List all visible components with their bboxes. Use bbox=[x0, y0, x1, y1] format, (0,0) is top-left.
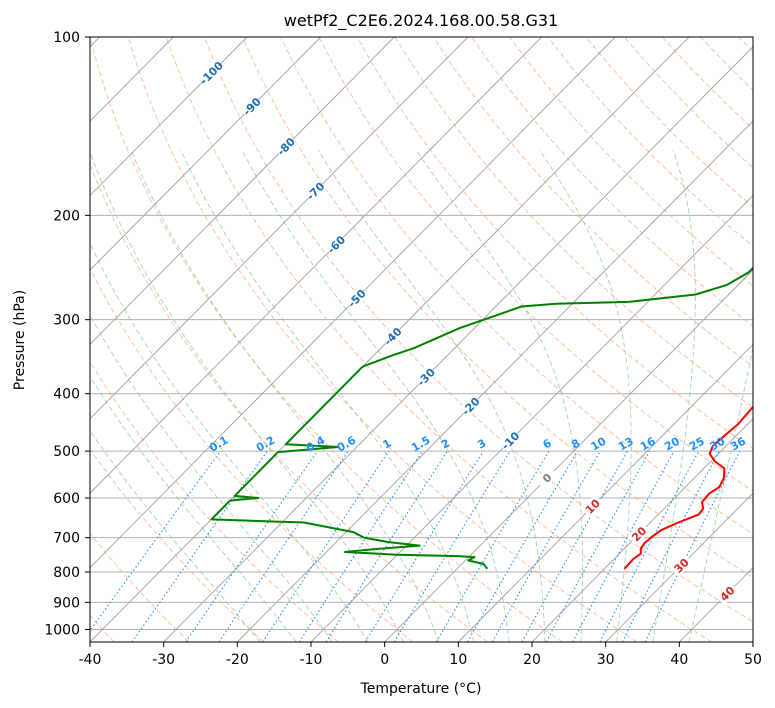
y-tick-label: 800 bbox=[53, 565, 80, 581]
isotherm-line bbox=[752, 641, 753, 642]
moist-adiabat-line bbox=[90, 429, 261, 642]
mixing-ratio-line bbox=[298, 450, 423, 642]
moist-adiabat-line bbox=[317, 149, 546, 642]
isotherm-label-bg bbox=[535, 465, 559, 490]
moist-adiabat-line bbox=[90, 314, 333, 642]
x-tick-label: -10 bbox=[300, 652, 323, 668]
isotherm-line bbox=[90, 37, 395, 345]
x-tick-label: -30 bbox=[152, 652, 175, 668]
isotherm-label-bg bbox=[458, 394, 483, 418]
x-axis-label: Temperature (°C) bbox=[360, 681, 482, 697]
y-tick-label: 100 bbox=[53, 30, 80, 46]
moist-adiabat-line bbox=[90, 375, 297, 642]
moist-adiabat-line bbox=[90, 150, 404, 642]
plot-frame bbox=[89, 36, 754, 643]
isotherm-label-bg bbox=[715, 581, 739, 605]
x-tick-label: 50 bbox=[744, 652, 762, 668]
isotherm-line bbox=[605, 492, 753, 642]
dry-adiabat-line bbox=[90, 532, 190, 642]
moist-adiabat-line bbox=[688, 344, 753, 642]
isotherm-line bbox=[90, 37, 469, 420]
isotherm-label-bg bbox=[626, 521, 651, 546]
dry-adiabat-line bbox=[356, 37, 753, 450]
dry-adiabat-line bbox=[90, 267, 414, 642]
mixing-ratio-line bbox=[325, 450, 448, 642]
moist-adiabat-line bbox=[130, 149, 439, 642]
mixing-ratio-line bbox=[364, 450, 484, 642]
dry-adiabat-line bbox=[433, 37, 753, 368]
y-tick-label: 200 bbox=[53, 208, 80, 224]
y-tick-label: 1000 bbox=[44, 622, 80, 638]
isotherm-line bbox=[531, 418, 753, 642]
y-tick-label: 500 bbox=[53, 444, 80, 460]
x-tick-label: 0 bbox=[380, 652, 389, 668]
mixing-ratio-line bbox=[90, 450, 221, 632]
mixing-ratio-line bbox=[545, 450, 651, 642]
y-axis-label: Pressure (hPa) bbox=[12, 290, 28, 390]
y-tick-label: 700 bbox=[53, 531, 80, 547]
x-tick-label: -20 bbox=[226, 652, 249, 668]
y-tick-label: 900 bbox=[53, 595, 80, 611]
dry-adiabat-line bbox=[90, 163, 488, 642]
mixing-ratio-lines bbox=[90, 450, 741, 642]
moist-adiabat-line bbox=[180, 149, 475, 642]
isotherm-label-bg bbox=[273, 134, 298, 158]
isotherm-label-bg bbox=[199, 60, 223, 85]
mixing-ratio-line bbox=[393, 450, 511, 642]
dewpoint-series-line bbox=[210, 266, 753, 570]
x-tick-label: 10 bbox=[449, 652, 467, 668]
isotherm-line bbox=[237, 120, 753, 642]
dry-adiabat-line bbox=[318, 37, 753, 492]
isotherm-label-bg bbox=[303, 179, 327, 203]
x-tick-label: 30 bbox=[597, 652, 615, 668]
x-tick-label: 20 bbox=[523, 652, 541, 668]
x-tick-label: 40 bbox=[670, 652, 688, 668]
mixing-ratio-line bbox=[262, 450, 390, 642]
moist-adiabat-line bbox=[539, 149, 632, 642]
mixing-ratio-line bbox=[491, 450, 601, 642]
isotherm-line bbox=[90, 37, 248, 197]
mixing-ratio-line bbox=[572, 450, 675, 642]
isotherm-line bbox=[163, 46, 753, 642]
isotherm-label-bg bbox=[413, 365, 438, 389]
isotherm-label-bg bbox=[498, 428, 522, 452]
x-axis-ticks: -40 -30 -20 -10 0 10 20 30 40 50 bbox=[79, 642, 762, 668]
y-tick-label: 300 bbox=[53, 313, 80, 329]
dry-adiabat-line bbox=[90, 448, 264, 642]
dry-adiabat-line bbox=[203, 37, 753, 623]
isotherm-line bbox=[90, 37, 616, 569]
chart-title: wetPf2_C2E6.2024.168.00.58.G31 bbox=[284, 11, 558, 31]
y-tick-label: 400 bbox=[53, 387, 80, 403]
isotherm-label-bg bbox=[669, 553, 693, 577]
mixing-ratio-line bbox=[218, 450, 349, 642]
dry-adiabat-line bbox=[471, 37, 753, 327]
isotherm-label-bg bbox=[344, 286, 369, 310]
x-tick-label: -40 bbox=[79, 652, 102, 668]
isotherm-label-bg bbox=[380, 324, 404, 348]
moist-adiabat-line bbox=[90, 242, 369, 642]
profile-series bbox=[210, 266, 753, 570]
isotherm-line bbox=[90, 37, 542, 494]
moist-adiabat-line bbox=[652, 149, 696, 642]
temperature-series-line bbox=[623, 405, 753, 570]
y-axis-ticks: 100 200 300 400 500 600 700 800 900 1000 bbox=[44, 30, 90, 638]
mixing-ratio-line bbox=[644, 450, 741, 642]
mixing-ratio-line bbox=[521, 450, 629, 642]
moist-adiabat-line bbox=[241, 149, 510, 642]
isotherm-line bbox=[458, 343, 753, 642]
isotherm-line bbox=[90, 37, 321, 271]
isotherm-lines bbox=[90, 37, 753, 642]
mixing-ratio-line bbox=[621, 450, 720, 642]
plot-background bbox=[90, 37, 753, 642]
mixing-ratio-line bbox=[185, 450, 318, 642]
dry-adiabat-line bbox=[165, 37, 712, 642]
isotherm-label-bg bbox=[239, 94, 264, 118]
dry-adiabat-line bbox=[127, 37, 638, 642]
isotherm-label-bg bbox=[580, 494, 604, 518]
isotherm-line bbox=[310, 194, 753, 642]
isotherm-line bbox=[384, 269, 753, 642]
isotherm-label-bg bbox=[324, 232, 348, 256]
y-tick-label: 600 bbox=[53, 491, 80, 507]
